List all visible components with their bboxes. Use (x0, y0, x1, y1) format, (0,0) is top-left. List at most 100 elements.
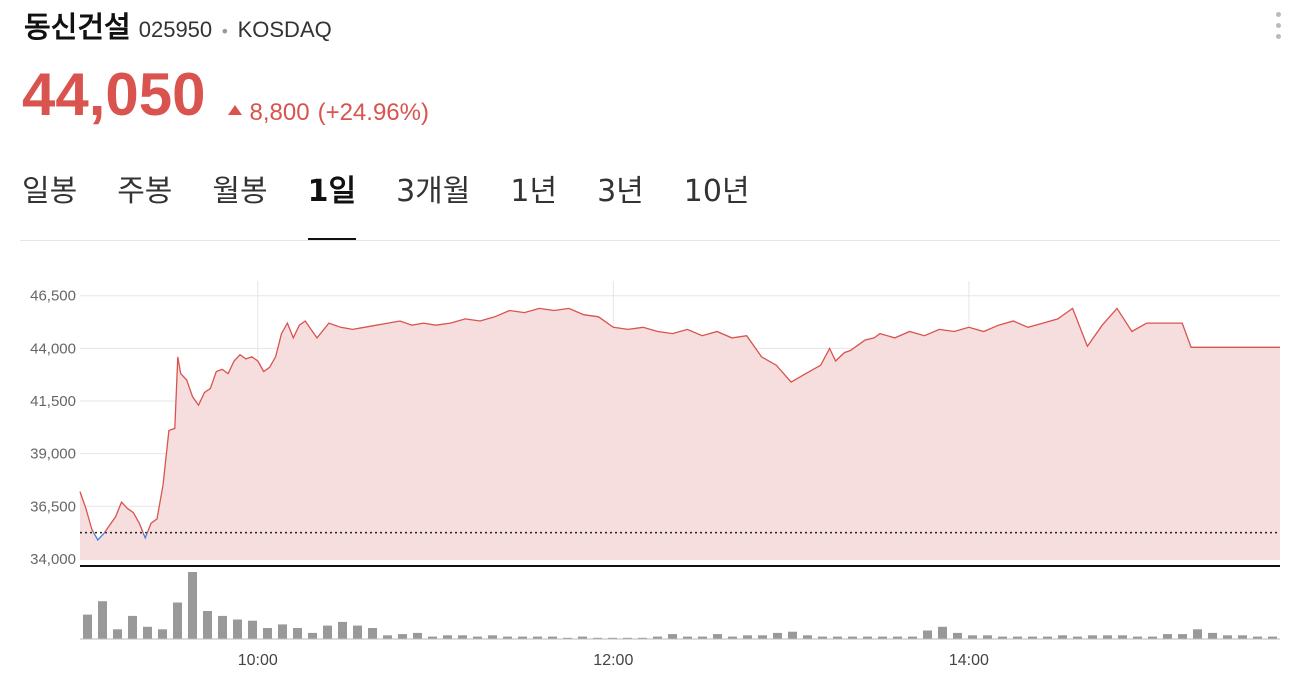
volume-bar (428, 636, 437, 639)
volume-bar (923, 630, 932, 639)
volume-bar (278, 624, 287, 639)
volume-bar (518, 636, 527, 639)
volume-bar (1118, 635, 1127, 639)
volume-bar (533, 636, 542, 639)
price-row: 44,050 8,800 (+24.96%) (22, 60, 429, 129)
tab-1day[interactable]: 1일 (307, 166, 357, 240)
volume-bar (1208, 632, 1217, 639)
y-tick-label: 36,500 (30, 498, 76, 515)
period-tabs: 일봉 주봉 월봉 1일 3개월 1년 3년 10년 (22, 166, 790, 240)
tab-10year[interactable]: 10년 (683, 174, 750, 209)
volume-bar (83, 614, 92, 639)
tab-3month[interactable]: 3개월 (396, 174, 471, 209)
separator-dot: • (220, 22, 230, 41)
volume-bar (833, 636, 842, 639)
price-area (80, 308, 1280, 560)
volume-bar (263, 628, 272, 639)
volume-bar (383, 635, 392, 639)
market-name: KOSDAQ (237, 17, 332, 42)
volume-bar (1073, 636, 1082, 639)
y-tick-label: 39,000 (30, 446, 76, 463)
volume-bar (713, 634, 722, 639)
volume-bar (293, 628, 302, 639)
tab-divider (20, 240, 1280, 241)
volume-bar (848, 636, 857, 639)
volume-bar (758, 635, 767, 639)
price-line-up (79, 307, 1280, 533)
volume-bar (548, 636, 557, 639)
volume-bar (803, 635, 812, 639)
tab-3year[interactable]: 3년 (597, 174, 644, 209)
volume-bar (563, 637, 572, 639)
volume-bar (458, 635, 467, 639)
current-price: 44,050 (22, 61, 206, 128)
tab-monthly[interactable]: 월봉 (212, 174, 268, 209)
x-tick-label: 12:00 (593, 652, 633, 669)
volume-bar (878, 636, 887, 639)
volume-bar (413, 632, 422, 639)
volume-bar (983, 635, 992, 639)
volume-bar (188, 572, 197, 639)
volume-bar (998, 636, 1007, 639)
volume-bar (143, 626, 152, 639)
more-vertical-icon[interactable] (1276, 12, 1282, 39)
volume-bar (863, 636, 872, 639)
stock-code: 025950 (138, 17, 213, 42)
volume-bar (128, 615, 137, 639)
volume-bar (1178, 634, 1187, 639)
volume-bar (1058, 635, 1067, 639)
intraday-chart[interactable]: 34,000 36,500 39,000 41,500 44,000 46,500 10:0… (0, 250, 1302, 673)
volume-bar (1163, 634, 1172, 639)
volume-bar (578, 636, 587, 639)
volume-bar (1238, 635, 1247, 639)
volume-bar (593, 637, 602, 639)
y-tick-label: 44,000 (30, 340, 76, 357)
volume-bar (353, 625, 362, 639)
volume-bar (338, 621, 347, 639)
tab-1year[interactable]: 1년 (510, 174, 558, 209)
volume-bar (698, 636, 707, 639)
volume-bar (743, 635, 752, 639)
volume-bar (233, 619, 242, 639)
volume-bar (113, 629, 122, 639)
volume-bar (938, 626, 947, 639)
volume-bar (248, 620, 257, 639)
volume-bar (1268, 636, 1277, 639)
x-tick-label: 10:00 (238, 652, 278, 669)
volume-bar (908, 636, 917, 639)
tab-weekly[interactable]: 주봉 (117, 174, 173, 209)
volume-bar (728, 636, 737, 639)
stock-header: 동신건설 025950 • KOSDAQ (24, 4, 332, 46)
price-change: 8,800 (+24.96%) (227, 99, 429, 127)
volume-bar (683, 636, 692, 639)
volume-bar (98, 601, 107, 639)
volume-bar (608, 637, 617, 639)
volume-bar (398, 634, 407, 639)
volume-bar (503, 636, 512, 639)
volume-bar (788, 631, 797, 639)
volume-bar (173, 602, 182, 639)
volume-bar (638, 637, 647, 639)
volume-bar (668, 634, 677, 639)
y-tick-label: 41,500 (30, 393, 76, 410)
volume-bar (1193, 629, 1202, 639)
volume-bar (368, 628, 377, 639)
volume-bar (1028, 636, 1037, 639)
x-tick-label: 14:00 (949, 652, 989, 669)
volume-bar (473, 636, 482, 639)
volume-bar (443, 635, 452, 639)
volume-bar (1013, 636, 1022, 639)
volume-bar (653, 636, 662, 639)
volume-bar (203, 611, 212, 639)
volume-bar (953, 632, 962, 639)
stock-name: 동신건설 (24, 10, 131, 44)
volume-bar (1133, 636, 1142, 639)
volume-bar (1223, 635, 1232, 639)
y-tick-label: 34,000 (30, 551, 76, 568)
tab-daily[interactable]: 일봉 (22, 174, 78, 209)
volume-bar (893, 636, 902, 639)
volume-bar (488, 635, 497, 639)
volume-bar (1103, 635, 1112, 639)
volume-bar (1253, 636, 1262, 639)
volume-bar (773, 632, 782, 639)
